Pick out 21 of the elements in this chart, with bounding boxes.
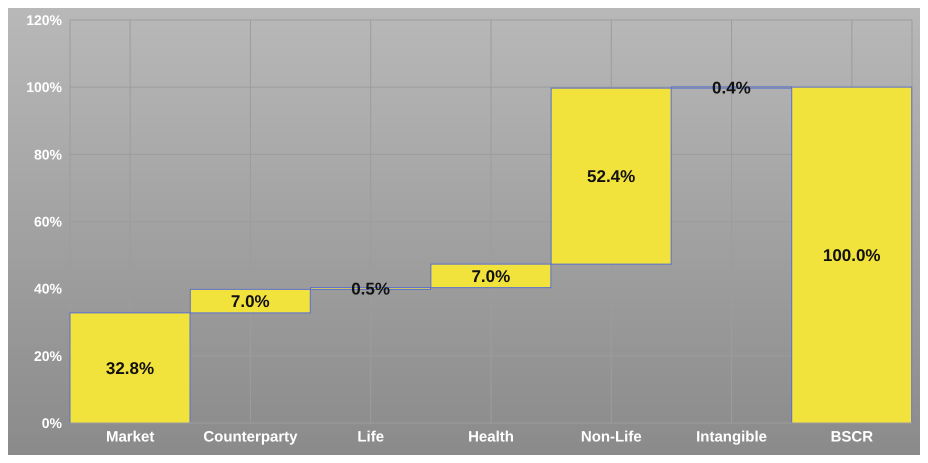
y-tick-label: 40% — [34, 280, 63, 297]
data-label: 0.5% — [351, 280, 390, 299]
y-tick-label: 120% — [26, 12, 63, 28]
data-label: 32.8% — [106, 358, 154, 378]
data-label: 100.0% — [822, 246, 881, 266]
data-label: 52.4% — [587, 167, 636, 186]
x-tick-label: Market — [106, 428, 154, 446]
y-tick-label: 0% — [42, 414, 63, 431]
x-tick-label: Life — [357, 428, 384, 446]
y-tick-label: 80% — [34, 146, 63, 162]
x-tick-label: Counterparty — [203, 428, 298, 446]
data-label: 7.0% — [471, 266, 510, 286]
y-tick-label: 60% — [34, 213, 63, 230]
y-tick-label: 100% — [26, 79, 63, 96]
y-tick-label: 20% — [34, 348, 63, 364]
data-label: 0.4% — [712, 78, 751, 98]
x-tick-label: BSCR — [830, 428, 874, 446]
x-tick-label: Intangible — [696, 428, 767, 446]
x-tick-label: Non-Life — [580, 428, 642, 446]
x-tick-label: Health — [468, 428, 514, 446]
data-label: 7.0% — [230, 292, 270, 312]
